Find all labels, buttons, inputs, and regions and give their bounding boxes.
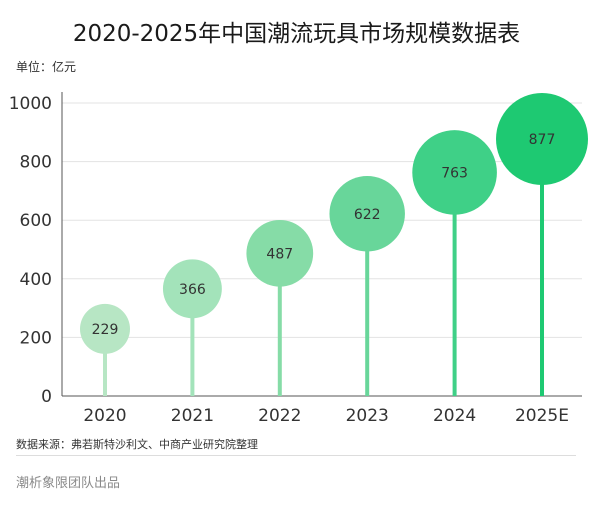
footer-divider xyxy=(16,455,576,456)
x-tick-label: 2025E xyxy=(515,406,569,426)
y-tick-label: 1000 xyxy=(9,94,52,114)
data-bubble xyxy=(80,303,130,354)
data-bubble xyxy=(412,130,497,215)
unit-label: 单位：亿元 xyxy=(16,60,77,74)
y-tick-label: 800 xyxy=(20,153,52,173)
x-tick-label: 2022 xyxy=(258,406,301,426)
data-label: 622 xyxy=(354,207,381,223)
x-tick-label: 2021 xyxy=(171,406,214,426)
data-label: 763 xyxy=(441,165,468,181)
data-bubble xyxy=(246,219,314,287)
chart-plot: 0 200 400 600 800 1000 229 366 487 622 763 877 2020 2… xyxy=(9,92,588,426)
x-tick-label: 2024 xyxy=(433,406,476,426)
y-tick-label: 400 xyxy=(20,270,52,290)
data-label: 877 xyxy=(529,132,556,148)
data-bubble xyxy=(162,259,222,319)
y-tick-label: 600 xyxy=(20,211,52,231)
source-note: 数据来源：弗若斯特沙利文、中商产业研究院整理 xyxy=(16,438,258,451)
data-label: 229 xyxy=(92,322,119,338)
y-tick-label: 0 xyxy=(41,387,52,407)
brand-credit: 潮析象限团队出品 xyxy=(16,476,121,491)
data-label: 487 xyxy=(266,246,293,262)
x-tick-label: 2020 xyxy=(83,406,126,426)
y-tick-label: 200 xyxy=(20,328,52,348)
chart-title: 2020-2025年中国潮流玩具市场规模数据表 xyxy=(72,21,521,47)
data-label: 366 xyxy=(179,282,206,298)
x-tick-label: 2023 xyxy=(346,406,389,426)
data-bubble xyxy=(496,93,588,186)
data-bubble xyxy=(329,176,405,252)
